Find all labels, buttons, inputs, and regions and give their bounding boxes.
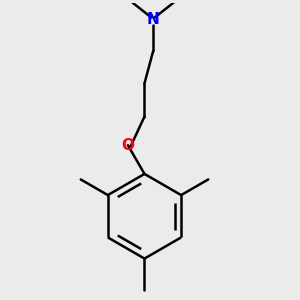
Text: N: N — [147, 13, 159, 28]
Text: O: O — [122, 138, 134, 153]
